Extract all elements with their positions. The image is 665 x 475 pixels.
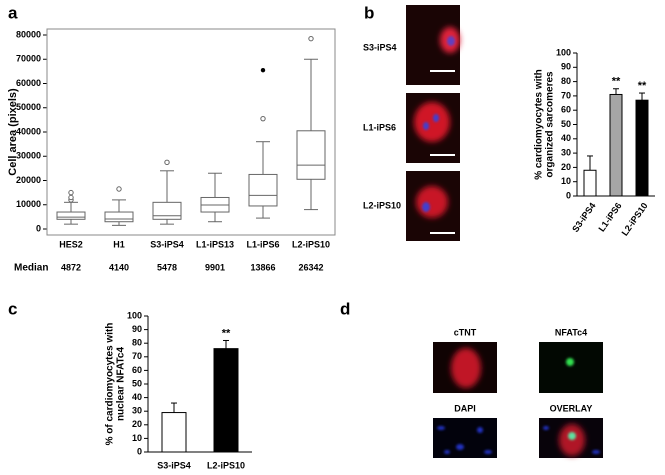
x-tick-label: HES2 <box>59 239 83 249</box>
y-tick-label: 90 <box>132 324 142 334</box>
median-value: 9901 <box>205 262 225 272</box>
y-tick-label: 80000 <box>16 29 41 39</box>
outlier <box>164 159 170 166</box>
panel-letter: c <box>8 299 17 318</box>
panel-letter: a <box>8 3 18 22</box>
box <box>152 201 182 220</box>
y-tick-label: 80 <box>132 338 142 348</box>
x-tick-label: L2-iPS10 <box>620 201 650 238</box>
x-tick-label: S3-iPS4 <box>150 239 184 249</box>
y-tick-label: 10 <box>132 433 142 443</box>
image-label: DAPI <box>454 403 476 413</box>
x-tick-label: L2-iPS10 <box>292 239 330 249</box>
y-axis-title: % of cardiomyocytes with <box>105 323 116 446</box>
y-tick-label: 10000 <box>16 199 41 209</box>
image-label: L2-iPS10 <box>363 200 401 210</box>
y-axis-title: organized sarcomeres <box>545 71 556 178</box>
box <box>248 173 278 207</box>
x-tick-label: L1-iPS6 <box>246 239 279 249</box>
bar <box>161 412 187 453</box>
y-tick-label: 20 <box>132 419 142 429</box>
x-tick-label: L1-iPS6 <box>596 201 623 234</box>
micrograph <box>539 418 603 458</box>
outlier <box>260 115 266 122</box>
y-tick-label: 50 <box>561 119 571 129</box>
panel-letter: d <box>340 299 350 318</box>
image-label: S3-iPS4 <box>363 42 397 52</box>
significance: ** <box>222 327 231 339</box>
y-tick-label: 40000 <box>16 126 41 136</box>
y-tick-label: 60 <box>561 105 571 115</box>
median-value: 5478 <box>157 262 177 272</box>
x-tick-label: S3-iPS4 <box>157 460 191 470</box>
x-tick-label: H1 <box>113 239 125 249</box>
micrograph <box>406 171 460 241</box>
significance: ** <box>638 80 647 92</box>
bar <box>213 348 239 453</box>
x-tick-label: L2-iPS10 <box>207 460 245 470</box>
outlier <box>68 194 74 201</box>
y-tick-label: 70000 <box>16 54 41 64</box>
outlier <box>116 186 122 192</box>
bar <box>609 93 623 197</box>
y-tick-label: 100 <box>556 47 571 57</box>
y-tick-label: 60000 <box>16 78 41 88</box>
y-tick-label: 0 <box>566 190 571 200</box>
extreme <box>260 67 266 73</box>
y-tick-label: 100 <box>127 310 142 320</box>
micrograph <box>433 342 497 393</box>
bar <box>635 99 649 197</box>
y-axis-title: % cardiomyocytes with <box>534 69 545 180</box>
micrograph <box>406 93 460 163</box>
plot-frame <box>46 28 336 236</box>
micrograph <box>539 342 603 393</box>
y-tick-label: 70 <box>132 351 142 361</box>
y-tick-label: 60 <box>132 365 142 375</box>
y-tick-label: 20000 <box>16 175 41 185</box>
median-label: Median <box>14 263 48 274</box>
micrograph <box>433 418 497 458</box>
median-value: 4140 <box>109 262 129 272</box>
y-tick-label: 70 <box>561 90 571 100</box>
y-tick-label: 0 <box>137 446 142 456</box>
y-tick-label: 40 <box>561 133 571 143</box>
box <box>56 211 86 220</box>
y-tick-label: 80 <box>561 76 571 86</box>
x-tick-label: L1-iPS13 <box>196 239 234 249</box>
image-label: L1-iPS6 <box>363 122 396 132</box>
median-value: 4872 <box>61 262 81 272</box>
bar <box>583 169 597 197</box>
box <box>104 211 134 223</box>
y-tick-label: 50000 <box>16 102 41 112</box>
panel-letter: b <box>364 3 374 22</box>
y-tick-label: 40 <box>132 392 142 402</box>
y-tick-label: 10 <box>561 176 571 186</box>
micrograph <box>406 5 460 85</box>
y-tick-label: 30 <box>132 406 142 416</box>
y-axis-title: nuclear NFATc4 <box>116 347 127 422</box>
outlier <box>68 189 74 196</box>
y-axis-title: Cell area (pixels) <box>7 88 19 176</box>
image-label: cTNT <box>454 327 477 337</box>
y-tick-label: 0 <box>36 223 41 233</box>
image-label: OVERLAY <box>550 403 593 413</box>
y-tick-label: 90 <box>561 62 571 72</box>
significance: ** <box>612 76 621 88</box>
box <box>296 130 326 180</box>
image-label: NFATc4 <box>555 327 587 337</box>
y-tick-label: 30 <box>561 147 571 157</box>
median-value: 13866 <box>250 262 275 272</box>
median-value: 26342 <box>298 262 323 272</box>
y-tick-label: 20 <box>561 162 571 172</box>
outlier <box>308 35 314 42</box>
y-tick-label: 50 <box>132 378 142 388</box>
y-tick-label: 30000 <box>16 151 41 161</box>
x-tick-label: S3-iPS4 <box>570 201 597 234</box>
